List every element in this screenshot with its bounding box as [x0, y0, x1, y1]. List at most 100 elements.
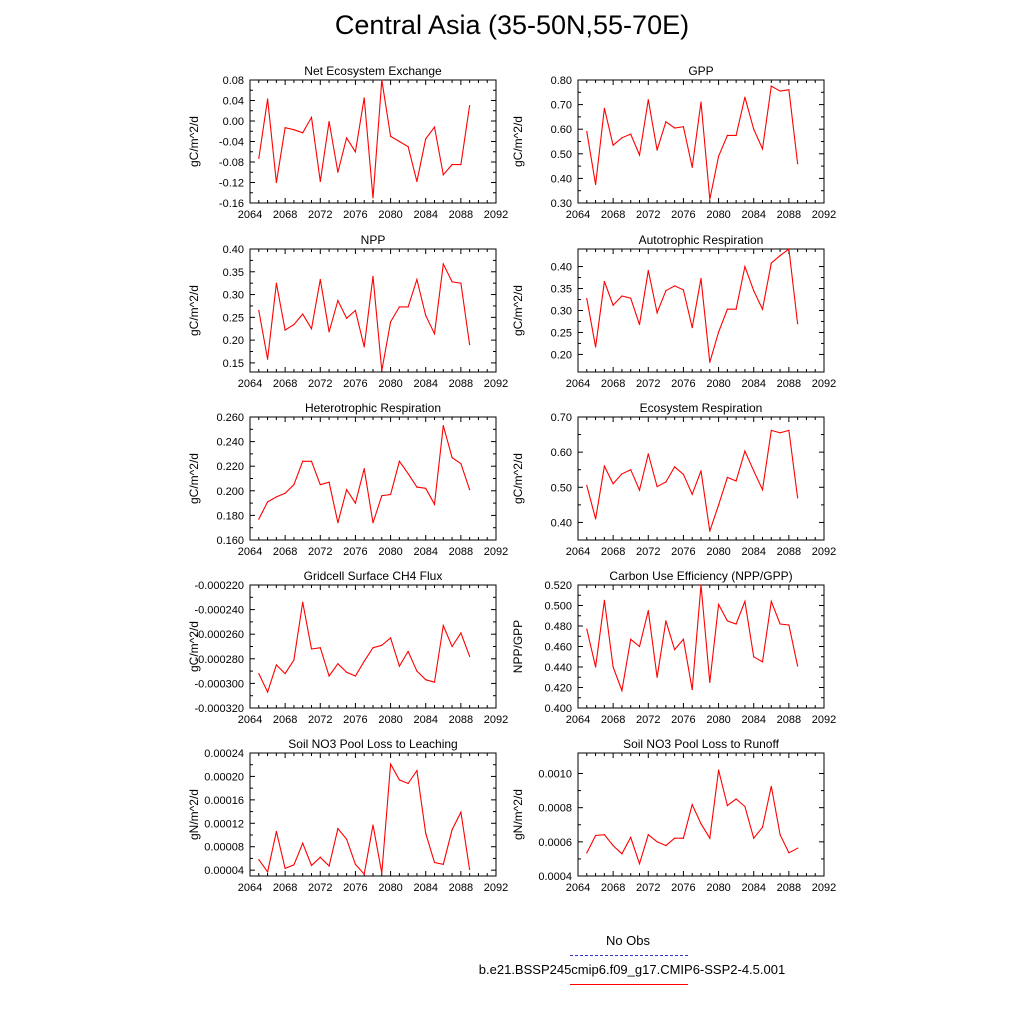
data-point	[354, 309, 357, 312]
y-tick-label: 0.50	[551, 149, 572, 161]
y-tick-label: 0.15	[223, 358, 244, 370]
y-tick-label: 0.480	[544, 621, 572, 633]
data-point	[302, 313, 304, 315]
data-point	[744, 805, 746, 808]
data-point	[275, 830, 277, 833]
y-tick-label: 0.04	[223, 96, 244, 108]
y-tick-label: 0.460	[544, 642, 572, 654]
x-tick-label: 2088	[449, 714, 473, 726]
y-tick-label: 0.20	[223, 335, 244, 347]
x-tick-label: 2064	[238, 714, 262, 726]
data-point	[328, 865, 330, 867]
x-tick-label: 2072	[636, 546, 660, 558]
x-tick-label: 2080	[706, 378, 730, 390]
x-tick-label: 2080	[706, 546, 730, 558]
data-point	[717, 331, 720, 333]
data-point	[726, 476, 728, 479]
data-point	[656, 312, 658, 314]
y-axis-label: gC/m^2/d	[187, 621, 201, 672]
data-point	[433, 333, 436, 335]
y-axis-label: gC/m^2/d	[187, 285, 201, 336]
data-point	[416, 278, 418, 281]
y-tick-label: 0.00024	[204, 748, 244, 760]
data-point	[735, 134, 737, 136]
data-point	[416, 670, 418, 672]
y-tick-label: -0.000280	[194, 654, 244, 666]
x-tick-label: 2064	[566, 882, 590, 894]
data-point	[779, 90, 781, 92]
data-point	[258, 859, 260, 861]
chart-panel: Gridcell Surface CH4 Flux gC/m^2/d 2064 206…	[187, 569, 508, 726]
data-point	[275, 282, 277, 284]
data-point	[319, 180, 321, 183]
data-point	[700, 584, 702, 586]
y-tick-label: -0.000240	[194, 605, 244, 617]
x-tick-label: 2076	[343, 882, 367, 894]
y-tick-label: 0.25	[223, 312, 244, 324]
y-tick-label: 0.80	[551, 75, 572, 87]
y-tick-label: 0.400	[544, 703, 572, 715]
data-point	[682, 473, 685, 475]
data-point	[425, 487, 427, 489]
data-point	[381, 872, 383, 874]
data-point	[433, 503, 436, 505]
chart-title: Carbon Use Efficiency (NPP/GPP)	[609, 569, 792, 583]
data-point	[372, 197, 374, 199]
x-tick-label: 2080	[706, 882, 730, 894]
data-point	[735, 480, 737, 482]
data-point	[442, 174, 444, 176]
data-point	[433, 861, 436, 864]
data-point	[682, 638, 685, 640]
data-point	[761, 148, 764, 150]
y-tick-label: 0.25	[551, 327, 572, 339]
data-point	[788, 624, 790, 626]
data-point	[797, 497, 799, 499]
y-tick-label: 0.00004	[204, 865, 244, 877]
x-tick-label: 2088	[777, 546, 801, 558]
data-point	[717, 155, 720, 157]
x-tick-label: 2064	[566, 378, 590, 390]
y-tick-label: 0.70	[551, 100, 572, 112]
y-tick-label: 0.520	[544, 580, 572, 592]
x-tick-label: 2084	[741, 882, 765, 894]
data-point	[381, 370, 383, 372]
data-point	[319, 484, 321, 486]
x-tick-label: 2072	[636, 882, 660, 894]
data-point	[709, 681, 711, 683]
series-line	[258, 262, 471, 371]
data-point	[630, 297, 632, 299]
plot-frame	[577, 416, 825, 541]
data-point	[674, 285, 676, 287]
data-point	[594, 346, 597, 348]
y-tick-label: 0.220	[216, 461, 244, 473]
data-point	[451, 645, 453, 648]
data-point	[266, 691, 269, 693]
data-point	[275, 181, 277, 184]
data-point	[691, 803, 693, 806]
x-tick-label: 2076	[343, 714, 367, 726]
data-point	[674, 127, 676, 129]
data-point	[302, 842, 304, 844]
data-point	[337, 663, 339, 665]
data-point	[744, 265, 746, 268]
data-point	[451, 456, 453, 459]
legend-model-line	[570, 984, 688, 985]
y-tick-label: -0.000260	[194, 629, 244, 641]
x-tick-label: 2064	[566, 546, 590, 558]
data-point	[674, 837, 676, 839]
x-tick-label: 2080	[378, 209, 402, 221]
data-point	[372, 647, 374, 649]
y-tick-label: 0.260	[216, 412, 244, 424]
data-point	[372, 275, 374, 277]
data-point	[638, 863, 641, 865]
data-point	[709, 837, 711, 839]
data-point	[293, 484, 295, 486]
data-point	[363, 346, 365, 348]
series-line	[586, 584, 799, 693]
data-point	[381, 644, 383, 646]
data-point	[621, 689, 623, 692]
data-point	[612, 304, 614, 306]
data-point	[416, 180, 418, 183]
data-point	[328, 331, 330, 333]
y-tick-label: 0.30	[551, 198, 572, 210]
